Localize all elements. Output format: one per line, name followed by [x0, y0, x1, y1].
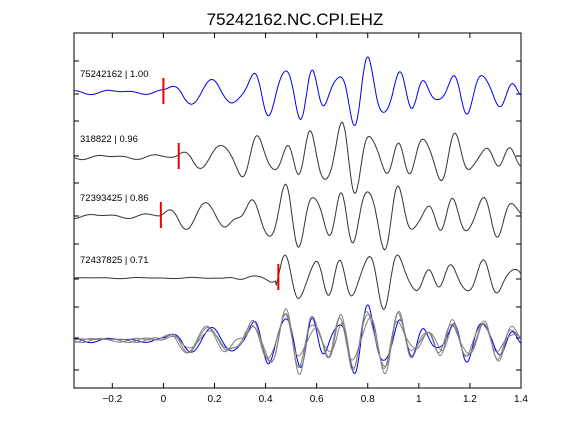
x-tick-label: 1.4	[514, 394, 528, 405]
stack-trace-line	[73, 313, 521, 369]
x-tick-label: 1	[416, 394, 422, 405]
x-tick-label: 0.2	[208, 394, 222, 405]
x-tick-label: 0	[161, 394, 167, 405]
trace-line	[73, 121, 521, 194]
x-tick-labels: −0.2 0 0.2 0.4 0.6 0.8 1 1.2 1.4	[102, 394, 528, 405]
trace-label: 72437825 | 0.71	[80, 255, 149, 266]
trace-group	[73, 56, 521, 311]
x-tick-label: 0.6	[310, 394, 324, 405]
stacked-overlay	[73, 304, 521, 376]
chart-title: 75242162.NC.CPI.EHZ	[207, 10, 384, 29]
axis-ticks	[74, 33, 522, 388]
trace-labels: 75242162 | 1.00 318822 | 0.96 72393425 | 0…	[80, 69, 149, 266]
stack-trace-line	[73, 310, 521, 376]
x-tick-label: 0.4	[259, 394, 273, 405]
trace-line	[73, 56, 521, 126]
trace-line	[73, 183, 521, 251]
x-tick-label: −0.2	[102, 394, 122, 405]
trace-label: 72393425 | 0.86	[80, 193, 149, 204]
plot-frame	[73, 32, 522, 389]
stack-trace-line	[73, 308, 521, 375]
trace-label: 318822 | 0.96	[80, 134, 138, 145]
trace-line	[73, 254, 521, 311]
trace-label: 75242162 | 1.00	[80, 69, 149, 80]
x-tick-label: 0.8	[361, 394, 375, 405]
x-tick-label: 1.2	[463, 394, 477, 405]
